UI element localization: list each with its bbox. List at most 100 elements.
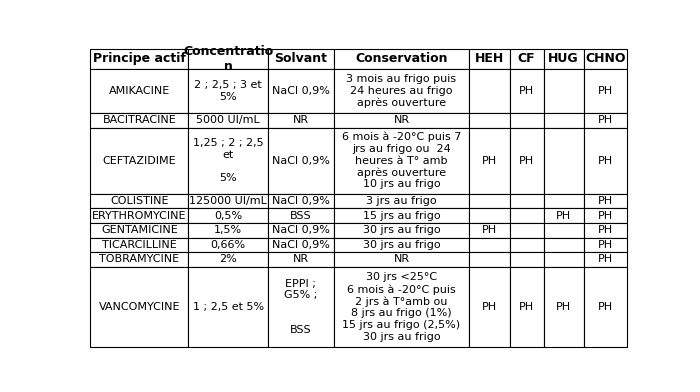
Bar	[510, 113, 543, 128]
Text: 1,5%: 1,5%	[214, 225, 242, 235]
Bar	[470, 208, 510, 223]
Bar	[90, 238, 188, 252]
Bar	[470, 238, 510, 252]
Text: PH: PH	[519, 86, 534, 96]
Bar	[584, 238, 627, 252]
Text: GENTAMICINE: GENTAMICINE	[101, 225, 178, 235]
Bar	[188, 69, 268, 113]
Bar	[333, 252, 470, 267]
Bar	[470, 223, 510, 238]
Text: PH: PH	[482, 302, 497, 312]
Text: PH: PH	[598, 115, 613, 125]
Bar	[510, 69, 543, 113]
Text: 1 ; 2,5 et 5%: 1 ; 2,5 et 5%	[193, 302, 264, 312]
Bar	[188, 49, 268, 69]
Text: CF: CF	[518, 52, 536, 65]
Text: Principe actif: Principe actif	[93, 52, 186, 65]
Text: 0,5%: 0,5%	[214, 211, 242, 221]
Text: ERYTHROMYCINE: ERYTHROMYCINE	[92, 211, 187, 221]
Text: PH: PH	[598, 156, 613, 165]
Bar	[333, 208, 470, 223]
Text: PH: PH	[598, 86, 613, 96]
Bar	[543, 113, 584, 128]
Bar	[188, 267, 268, 347]
Bar	[470, 69, 510, 113]
Bar	[90, 113, 188, 128]
Bar	[90, 223, 188, 238]
Bar	[333, 194, 470, 208]
Text: HUG: HUG	[548, 52, 579, 65]
Text: NaCl 0,9%: NaCl 0,9%	[272, 156, 330, 165]
Text: PH: PH	[519, 302, 534, 312]
Bar	[90, 49, 188, 69]
Bar	[584, 113, 627, 128]
Text: CHNO: CHNO	[585, 52, 626, 65]
Bar	[333, 113, 470, 128]
Bar	[268, 208, 333, 223]
Bar	[584, 267, 627, 347]
Bar	[510, 194, 543, 208]
Text: 30 jrs <25°C
6 mois à -20°C puis
2 jrs à T°amb ou
8 jrs au frigo (1%)
15 jrs au : 30 jrs <25°C 6 mois à -20°C puis 2 jrs à…	[342, 272, 461, 342]
Text: Concentratio
n: Concentratio n	[183, 45, 274, 73]
Bar	[543, 128, 584, 194]
Bar	[90, 267, 188, 347]
Bar	[543, 208, 584, 223]
Bar	[333, 128, 470, 194]
Bar	[188, 208, 268, 223]
Text: PH: PH	[598, 211, 613, 221]
Text: Solvant: Solvant	[274, 52, 327, 65]
Text: NR: NR	[393, 254, 410, 265]
Bar	[90, 69, 188, 113]
Text: BSS: BSS	[290, 211, 312, 221]
Text: NR: NR	[393, 115, 410, 125]
Text: PH: PH	[482, 156, 497, 165]
Text: EPPI ;
G5% ;


BSS: EPPI ; G5% ; BSS	[284, 279, 317, 335]
Text: 2%: 2%	[219, 254, 237, 265]
Text: CEFTAZIDIME: CEFTAZIDIME	[102, 156, 176, 165]
Bar	[90, 252, 188, 267]
Text: 0,66%: 0,66%	[211, 240, 246, 250]
Text: BACITRACINE: BACITRACINE	[102, 115, 176, 125]
Bar	[470, 194, 510, 208]
Bar	[268, 223, 333, 238]
Bar	[543, 69, 584, 113]
Text: PH: PH	[598, 254, 613, 265]
Bar	[543, 252, 584, 267]
Text: PH: PH	[556, 302, 571, 312]
Bar	[90, 208, 188, 223]
Text: NR: NR	[293, 254, 309, 265]
Bar	[268, 267, 333, 347]
Bar	[333, 69, 470, 113]
Bar	[584, 128, 627, 194]
Bar	[584, 69, 627, 113]
Bar	[543, 49, 584, 69]
Text: NaCl 0,9%: NaCl 0,9%	[272, 240, 330, 250]
Text: COLISTINE: COLISTINE	[110, 196, 169, 206]
Bar	[470, 267, 510, 347]
Text: 125000 UI/mL: 125000 UI/mL	[189, 196, 267, 206]
Bar	[268, 252, 333, 267]
Text: AMIKACINE: AMIKACINE	[108, 86, 170, 96]
Bar	[90, 194, 188, 208]
Bar	[543, 267, 584, 347]
Bar	[188, 223, 268, 238]
Text: PH: PH	[482, 225, 497, 235]
Text: HEH: HEH	[475, 52, 504, 65]
Bar	[188, 113, 268, 128]
Bar	[268, 49, 333, 69]
Bar	[470, 113, 510, 128]
Text: 3 jrs au frigo: 3 jrs au frigo	[366, 196, 437, 206]
Bar	[510, 208, 543, 223]
Bar	[268, 194, 333, 208]
Text: PH: PH	[598, 196, 613, 206]
Bar	[470, 252, 510, 267]
Text: 30 jrs au frigo: 30 jrs au frigo	[363, 225, 440, 235]
Bar	[584, 223, 627, 238]
Bar	[188, 238, 268, 252]
Bar	[543, 238, 584, 252]
Text: 15 jrs au frigo: 15 jrs au frigo	[363, 211, 440, 221]
Bar	[510, 238, 543, 252]
Bar	[510, 252, 543, 267]
Bar	[510, 223, 543, 238]
Bar	[188, 194, 268, 208]
